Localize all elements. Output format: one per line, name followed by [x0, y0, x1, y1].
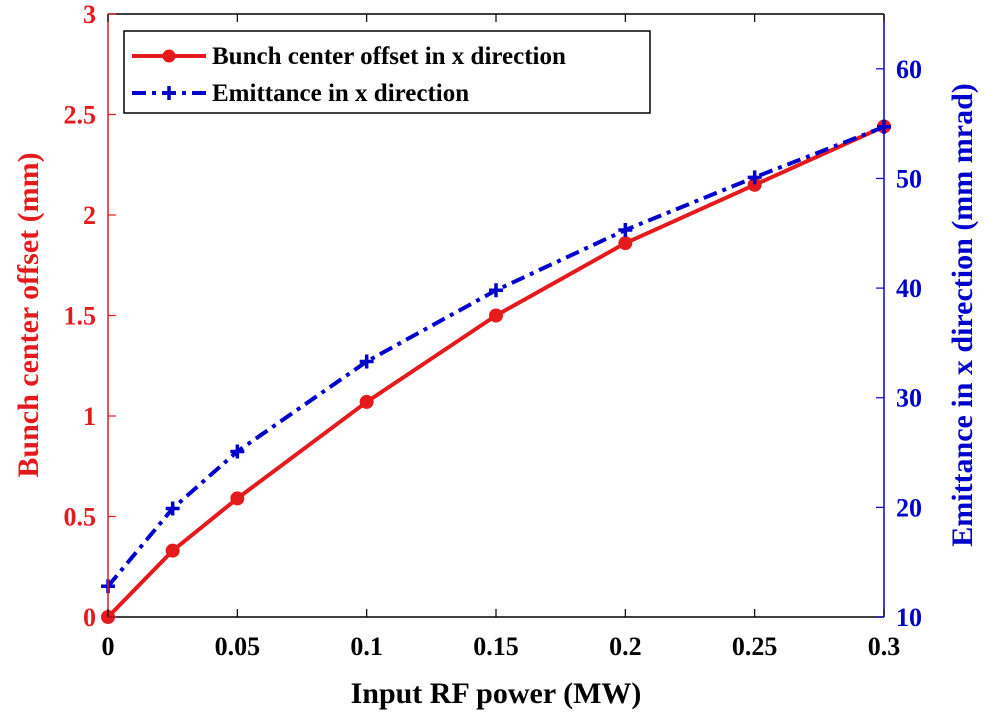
series-2-point	[359, 354, 374, 369]
series-1-point	[618, 236, 633, 251]
series-1-point	[230, 491, 245, 506]
legend: Bunch center offset in x direction Emitta…	[123, 30, 651, 114]
series-1-point	[359, 394, 374, 409]
x-tick-label: 0.05	[215, 632, 261, 661]
right-y-tick-label: 10	[896, 603, 922, 632]
series-1-point	[165, 543, 180, 558]
legend-label: Emittance in x direction	[212, 80, 469, 107]
x-tick-label: 0.1	[350, 632, 383, 661]
left-y-tick-label: 0	[83, 603, 96, 632]
left-y-tick-label: 3	[83, 0, 96, 29]
series-line-2	[106, 125, 885, 588]
right-y-tick-label: 30	[896, 384, 922, 413]
x-tick-label: 0.3	[868, 632, 901, 661]
legend-swatch-marker	[162, 86, 176, 100]
right-y-tick-label: 20	[896, 493, 922, 522]
legend-label: Bunch center offset in x direction	[212, 43, 566, 70]
left-y-tick-label: 1.5	[64, 302, 97, 331]
series-2-point	[747, 170, 762, 185]
x-tick-label: 0	[102, 632, 115, 661]
series-2-point	[165, 501, 180, 516]
x-axis-title: Input RF power (MW)	[351, 677, 642, 710]
right-y-tick-label: 40	[896, 274, 922, 303]
axes-layer: 0 0.05 0.1 0.15 0.2 0.25 0.3 0 0.5 1 1.5 2 2.5 3 10 20 3…	[64, 0, 923, 661]
series-line-1	[106, 124, 885, 619]
legend-swatch-marker	[162, 49, 176, 63]
series-2-point	[230, 444, 245, 459]
x-tick-label: 0.15	[473, 632, 519, 661]
right-y-axis-title: Emittance in x direction (mm mrad)	[946, 83, 979, 547]
left-y-tick-label: 0.5	[64, 503, 97, 532]
left-y-tick-label: 2	[83, 201, 96, 230]
left-y-tick-label: 1	[83, 402, 96, 431]
right-y-tick-label: 60	[896, 55, 922, 84]
left-y-tick-label: 2.5	[64, 101, 97, 130]
series-1-point	[489, 308, 503, 323]
x-tick-label: 0.2	[609, 632, 642, 661]
x-tick-label: 0.25	[732, 632, 778, 661]
left-y-axis-title: Bunch center offset (mm)	[12, 152, 45, 477]
series-layer	[101, 119, 891, 624]
series-2-point	[618, 222, 633, 237]
right-y-tick-label: 50	[896, 164, 922, 193]
legend-box	[123, 30, 651, 114]
series-2-point	[489, 283, 503, 298]
